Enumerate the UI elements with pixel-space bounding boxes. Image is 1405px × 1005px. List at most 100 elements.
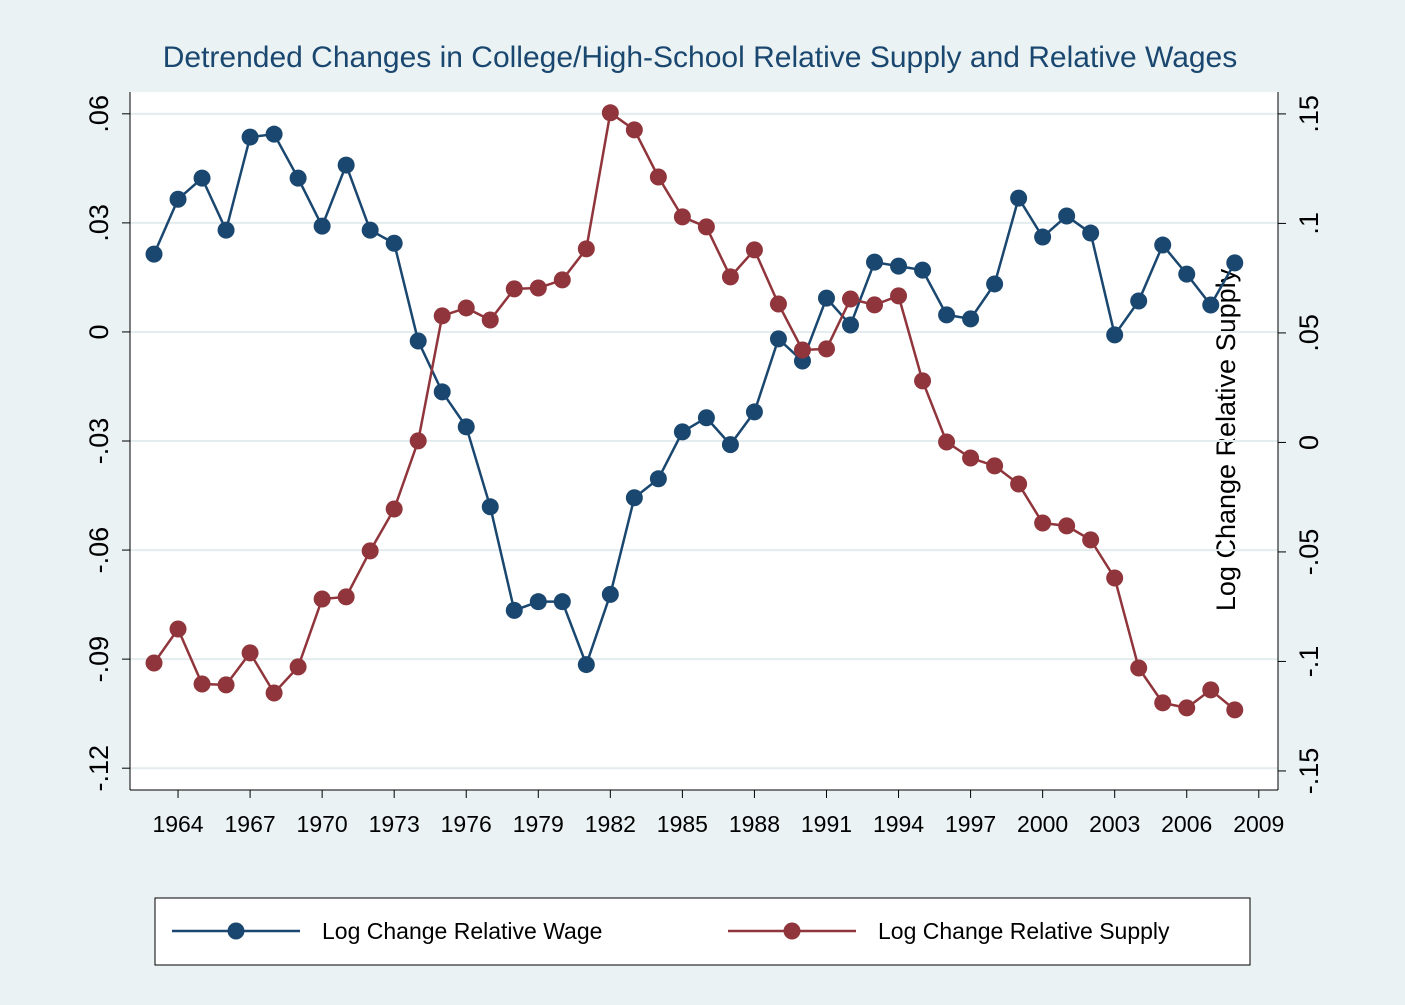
x-tick-label: 1991 (801, 811, 852, 837)
data-point (193, 169, 211, 187)
data-point (241, 128, 259, 146)
data-point (866, 253, 884, 271)
x-tick-label: 1994 (873, 811, 924, 837)
y2-tick-label: 0 (1294, 435, 1324, 450)
data-point (289, 658, 307, 676)
data-point (1226, 254, 1244, 272)
data-point (938, 306, 956, 324)
data-point (337, 156, 355, 174)
data-point (649, 470, 667, 488)
data-point (577, 656, 595, 674)
data-point (673, 208, 691, 226)
data-point (1154, 694, 1172, 712)
data-point (1106, 569, 1124, 587)
x-tick-label: 1964 (152, 811, 203, 837)
x-tick-label: 2006 (1161, 811, 1212, 837)
data-point (529, 593, 547, 611)
data-point (1082, 224, 1100, 242)
data-point (745, 241, 763, 259)
data-point (313, 590, 331, 608)
data-point (553, 593, 571, 611)
data-point (986, 457, 1004, 475)
data-point (145, 654, 163, 672)
data-point (337, 588, 355, 606)
data-point (1034, 228, 1052, 246)
data-point (361, 221, 379, 239)
y-tick-label: -.06 (84, 527, 114, 574)
data-point (1178, 265, 1196, 283)
y-tick-label: -.12 (84, 745, 114, 792)
x-tick-label: 1985 (657, 811, 708, 837)
data-point (601, 585, 619, 603)
legend-marker (783, 922, 801, 940)
data-point (986, 275, 1004, 293)
data-point (217, 676, 235, 694)
x-tick-label: 1982 (585, 811, 636, 837)
data-point (673, 423, 691, 441)
data-point (169, 620, 187, 638)
data-point (265, 125, 283, 143)
data-point (361, 542, 379, 560)
data-point (745, 403, 763, 421)
data-point (193, 675, 211, 693)
y2-axis-title: Log Change Relative Supply (1211, 268, 1241, 611)
y2-tick-label: -.05 (1294, 529, 1324, 576)
data-point (1202, 296, 1220, 314)
data-point (145, 245, 163, 263)
series-line (152, 110, 1236, 711)
x-tick-label: 2000 (1017, 811, 1068, 837)
data-point (721, 436, 739, 454)
data-point (697, 409, 715, 427)
data-point (1058, 207, 1076, 225)
data-point (842, 316, 860, 334)
data-point (1106, 326, 1124, 344)
x-tick-label: 1970 (297, 811, 348, 837)
data-point (1130, 292, 1148, 310)
legend (154, 897, 1251, 966)
data-point (457, 299, 475, 317)
data-point (553, 271, 571, 289)
y-tick-label: -.03 (84, 418, 114, 465)
data-point (1178, 699, 1196, 717)
data-point (962, 449, 980, 467)
data-point (1202, 681, 1220, 699)
data-point (313, 217, 331, 235)
data-point (697, 218, 715, 236)
data-point (169, 190, 187, 208)
y-tick-label: 0 (84, 324, 114, 339)
y-tick-label: -.09 (84, 636, 114, 683)
x-tick-label: 2003 (1089, 811, 1140, 837)
y2-tick-label: .05 (1294, 314, 1324, 352)
data-point (890, 287, 908, 305)
chart-title: Detrended Changes in College/High-School… (163, 41, 1238, 74)
data-point (1058, 517, 1076, 535)
data-point (938, 433, 956, 451)
data-point (409, 432, 427, 450)
y2-tick-label: .15 (1294, 95, 1324, 133)
y2-tick-label: .1 (1294, 212, 1324, 235)
x-tick-label: 1988 (729, 811, 780, 837)
legend-marker (227, 922, 245, 940)
data-point (409, 332, 427, 350)
y2-tick-label: -.1 (1294, 646, 1324, 678)
y-tick-label: .03 (84, 204, 114, 242)
legend-label: Log Change Relative Supply (878, 918, 1170, 944)
y2-tick-label: -.15 (1294, 748, 1324, 795)
x-tick-label: 1979 (513, 811, 564, 837)
data-point (457, 418, 475, 436)
x-tick-label: 1973 (369, 811, 420, 837)
data-point (1010, 475, 1028, 493)
x-tick-label: 1997 (945, 811, 996, 837)
x-tick-label: 1976 (441, 811, 492, 837)
data-point (914, 372, 932, 390)
y-tick-label: .06 (84, 95, 114, 133)
data-point (601, 104, 619, 122)
data-point (1226, 701, 1244, 719)
data-point (1010, 189, 1028, 207)
data-point (1034, 514, 1052, 532)
x-tick-label: 2009 (1233, 811, 1284, 837)
data-point (649, 168, 667, 186)
data-point (842, 290, 860, 308)
data-point (1130, 659, 1148, 677)
data-point (817, 340, 835, 358)
